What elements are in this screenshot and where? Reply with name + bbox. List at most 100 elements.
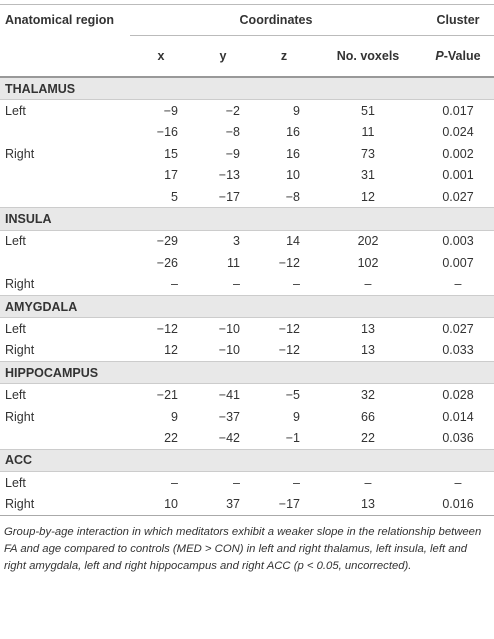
- cell: 11: [227, 255, 240, 270]
- cell: 0.028: [442, 388, 474, 403]
- cell: 9: [293, 409, 300, 424]
- cell: 12: [164, 343, 178, 358]
- cell: –: [454, 277, 462, 292]
- region: [0, 186, 130, 208]
- data-row: Left −12 −10 −12 13 0.027: [0, 318, 494, 340]
- cell: −26: [156, 255, 178, 270]
- cell: 0.014: [442, 409, 474, 424]
- cell: –: [233, 277, 240, 292]
- cell: 13: [314, 493, 422, 516]
- cell: 17: [164, 168, 178, 183]
- cell: −29: [156, 234, 178, 249]
- header-cluster: Cluster: [422, 4, 494, 36]
- cell: −41: [218, 388, 240, 403]
- cell: 14: [286, 234, 300, 249]
- header-pvalue: P-Value: [422, 35, 494, 78]
- cell: −42: [218, 430, 240, 445]
- cell: −5: [285, 388, 300, 403]
- cell: 9: [293, 104, 300, 119]
- cell: 66: [361, 409, 375, 424]
- region: Left: [5, 321, 26, 336]
- cell: −12: [278, 255, 300, 270]
- section-name: THALAMUS: [0, 76, 494, 101]
- cell: 15: [164, 146, 178, 161]
- cell: 3: [233, 234, 240, 249]
- cell: 10: [130, 493, 192, 516]
- cell: −16: [156, 125, 178, 140]
- data-row: Right 9 −37 9 66 0.014: [0, 406, 494, 427]
- cell: 9: [171, 409, 178, 424]
- cell: 13: [361, 343, 375, 358]
- section-row: HIPPOCAMPUS: [0, 361, 494, 385]
- data-row: −16 −8 16 11 0.024: [0, 122, 494, 143]
- cell: 16: [286, 125, 300, 140]
- cell: 13: [361, 321, 375, 336]
- cell: −8: [225, 125, 240, 140]
- cell: −21: [156, 388, 178, 403]
- cell: –: [364, 277, 372, 292]
- section-name: HIPPOCAMPUS: [0, 361, 494, 385]
- cell: 16: [286, 146, 300, 161]
- region: [0, 122, 130, 143]
- table-body: THALAMUS Left −9 −2 9 51 0.017 −16 −8 16 11 0.024 Ri…: [0, 76, 494, 516]
- region: Right: [5, 343, 35, 358]
- cell: −17: [254, 493, 314, 516]
- cell: −12: [278, 343, 300, 358]
- data-row: Right 10 37 −17 13 0.016: [0, 493, 494, 516]
- cell: 51: [361, 104, 375, 119]
- page: Anatomical region Coordinates Cluster x …: [0, 4, 494, 639]
- data-row: Left – – – – –: [0, 472, 494, 494]
- cell: −12: [278, 321, 300, 336]
- cell: 0.002: [442, 146, 474, 161]
- region: Left: [5, 475, 26, 490]
- cell: 22: [361, 430, 375, 445]
- data-row: −26 11 −12 102 0.007: [0, 252, 494, 273]
- cell: –: [293, 475, 300, 490]
- caption: Group-by-age interaction in which medita…: [4, 525, 482, 572]
- section-row: AMYGDALA: [0, 294, 494, 319]
- section-row: ACC: [0, 448, 494, 473]
- cell: −13: [218, 168, 240, 183]
- section-name: INSULA: [0, 207, 494, 231]
- results-table: Anatomical region Coordinates Cluster x …: [0, 4, 494, 516]
- section-row: THALAMUS: [0, 76, 494, 101]
- data-row: Left −21 −41 −5 32 0.028: [0, 384, 494, 406]
- region: Right: [5, 277, 35, 292]
- section-name: ACC: [0, 448, 494, 473]
- cell: −8: [285, 189, 300, 204]
- cell: –: [171, 277, 178, 292]
- header-pvalue-italic: P: [435, 49, 444, 63]
- region: Left: [5, 234, 26, 249]
- cell: 102: [357, 255, 379, 270]
- cell: 0.033: [442, 343, 474, 358]
- header-x: x: [130, 35, 192, 78]
- section-row: INSULA: [0, 207, 494, 231]
- cell: 37: [192, 493, 254, 516]
- cell: 0.003: [442, 234, 474, 249]
- region: Right: [5, 409, 35, 424]
- header-coordinates: Coordinates: [130, 4, 422, 36]
- data-row: Left −29 3 14 202 0.003: [0, 230, 494, 252]
- data-row: Right 15 −9 16 73 0.002: [0, 143, 494, 164]
- cell: 0.007: [442, 255, 474, 270]
- cell: 12: [361, 189, 375, 204]
- cell: −10: [218, 321, 240, 336]
- section-name: AMYGDALA: [0, 294, 494, 319]
- data-row: 5 −17 −8 12 0.027: [0, 186, 494, 208]
- cell: 32: [361, 388, 375, 403]
- cell: −37: [218, 409, 240, 424]
- header-region: Anatomical region: [5, 13, 115, 28]
- region: [0, 252, 130, 273]
- cell: –: [171, 475, 178, 490]
- region: Right: [0, 493, 130, 516]
- region: Right: [5, 146, 35, 161]
- cell: 10: [286, 168, 300, 183]
- cell: 0.017: [442, 104, 474, 119]
- header-pvalue-rest: -Value: [443, 49, 481, 63]
- cell: –: [454, 475, 462, 490]
- cell: 73: [361, 146, 375, 161]
- cell: 31: [361, 168, 375, 183]
- cell: −17: [218, 189, 240, 204]
- cell: 11: [361, 125, 375, 140]
- data-row: 17 −13 10 31 0.001: [0, 165, 494, 186]
